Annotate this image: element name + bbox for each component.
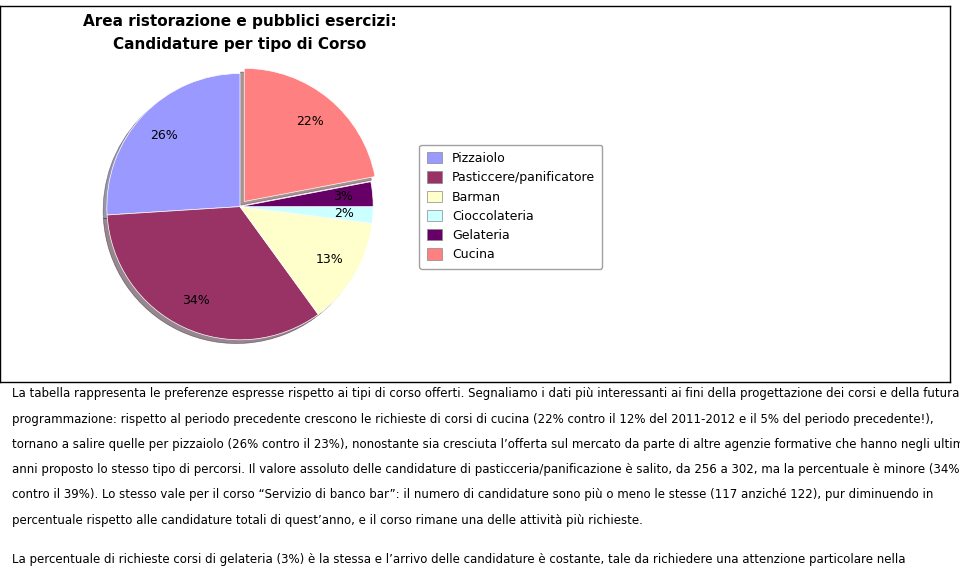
Wedge shape xyxy=(240,207,372,315)
Text: Candidature per tipo di Corso: Candidature per tipo di Corso xyxy=(113,37,367,52)
Text: Area ristorazione e pubblici esercizi:: Area ristorazione e pubblici esercizi: xyxy=(84,14,396,29)
Text: 13%: 13% xyxy=(316,253,344,266)
Wedge shape xyxy=(240,207,373,223)
Text: La percentuale di richieste corsi di gelateria (3%) è la stessa e l’arrivo delle: La percentuale di richieste corsi di gel… xyxy=(12,553,905,567)
Text: percentuale rispetto alle candidature totali di quest’anno, e il corso rimane un: percentuale rispetto alle candidature to… xyxy=(12,514,642,527)
Wedge shape xyxy=(240,182,373,207)
Text: anni proposto lo stesso tipo di percorsi. Il valore assoluto delle candidature d: anni proposto lo stesso tipo di percorsi… xyxy=(12,463,959,476)
Text: 34%: 34% xyxy=(181,294,209,307)
Text: 26%: 26% xyxy=(151,129,179,142)
Text: 3%: 3% xyxy=(333,191,353,203)
Text: 2%: 2% xyxy=(334,207,353,220)
Wedge shape xyxy=(244,68,375,201)
Text: 22%: 22% xyxy=(297,115,324,128)
Wedge shape xyxy=(107,73,240,215)
Legend: Pizzaiolo, Pasticcere/panificatore, Barman, Cioccolateria, Gelateria, Cucina: Pizzaiolo, Pasticcere/panificatore, Barm… xyxy=(420,145,603,269)
Text: programmazione: rispetto al periodo precedente crescono le richieste di corsi di: programmazione: rispetto al periodo prec… xyxy=(12,413,933,426)
Wedge shape xyxy=(108,207,319,340)
Text: contro il 39%). Lo stesso vale per il corso “Servizio di banco bar”: il numero d: contro il 39%). Lo stesso vale per il co… xyxy=(12,488,933,502)
Text: tornano a salire quelle per pizzaiolo (26% contro il 23%), nonostante sia cresci: tornano a salire quelle per pizzaiolo (2… xyxy=(12,438,960,451)
Text: La tabella rappresenta le preferenze espresse rispetto ai tipi di corso offerti.: La tabella rappresenta le preferenze esp… xyxy=(12,387,959,401)
